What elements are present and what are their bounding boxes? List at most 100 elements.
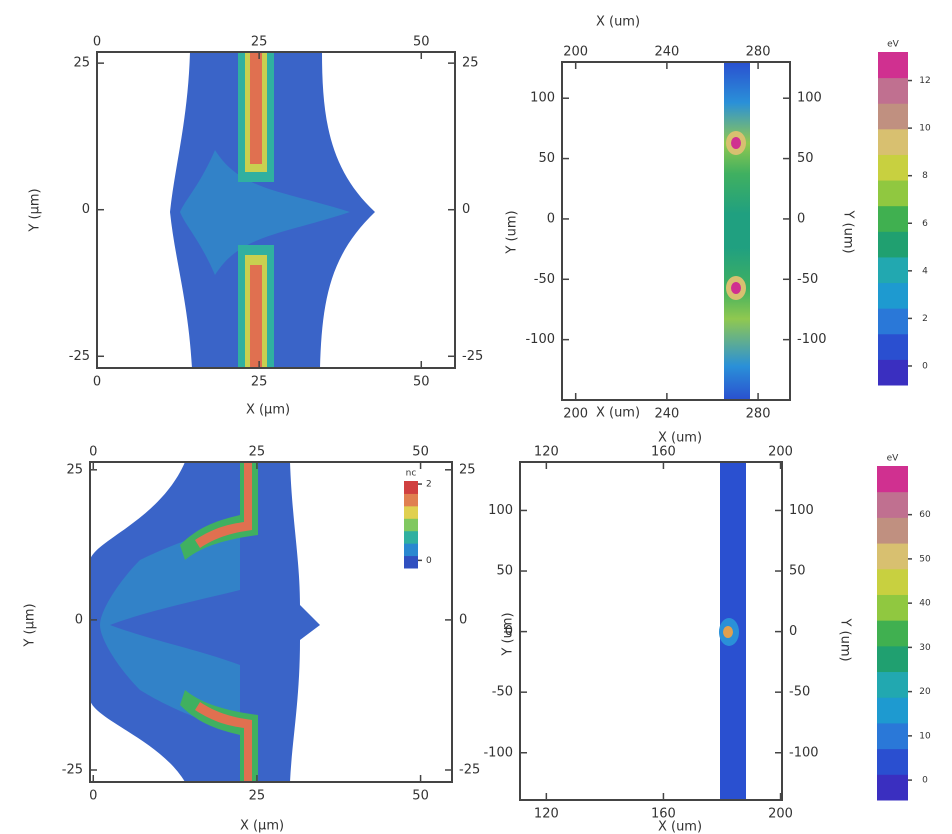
colorbar-tick-label: 40 xyxy=(919,599,931,609)
y-tick-label: 0 xyxy=(505,624,513,639)
x-tick-label: 240 xyxy=(654,407,679,422)
y-tick-label: -25 xyxy=(69,349,90,364)
y-tick-label: -25 xyxy=(459,762,480,777)
colorbar-tick-label: 20 xyxy=(919,687,931,697)
x-tick-label: 160 xyxy=(651,445,676,460)
y-tick-label: 0 xyxy=(75,612,83,627)
colorbar-band xyxy=(877,697,908,724)
x-axis-label: X (um) xyxy=(658,431,702,446)
colorbar-band xyxy=(404,493,418,507)
y-tick-label: -100 xyxy=(483,745,513,760)
colorbar-band xyxy=(878,52,908,79)
y-axis-label: Y (um) xyxy=(501,612,516,656)
y-tick-label: 25 xyxy=(462,56,479,71)
y-tick-label: 0 xyxy=(789,624,797,639)
colorbar-band xyxy=(878,359,908,386)
colorbar-band xyxy=(877,774,908,801)
x-axis-label: X (μm) xyxy=(246,403,290,418)
colorbar-band xyxy=(877,594,908,621)
colorbar-tick-label: 12 xyxy=(919,76,930,86)
x-axis-label: X (μm) xyxy=(240,819,284,834)
x-tick-label: 200 xyxy=(563,45,588,60)
colorbar-band xyxy=(878,154,908,181)
heatmap-image xyxy=(719,462,746,800)
colorbar-band xyxy=(877,491,908,518)
x-tick-label: 240 xyxy=(654,45,679,60)
y-tick-label: 25 xyxy=(459,462,476,477)
y-tick-label: 50 xyxy=(797,151,814,166)
y-tick-label: 50 xyxy=(496,564,513,579)
colorbar-label: eV xyxy=(887,454,900,464)
x-tick-label: 200 xyxy=(768,807,793,822)
colorbar-band xyxy=(878,128,908,155)
colorbar-band xyxy=(404,518,418,532)
colorbar-band xyxy=(877,466,908,493)
plot-frame xyxy=(561,61,791,401)
colorbar-tick-label: 10 xyxy=(919,124,931,134)
colorbar-band xyxy=(878,180,908,207)
colorbar-tick-label: 2 xyxy=(426,480,432,490)
y-tick-label: 50 xyxy=(789,564,806,579)
y-axis-label: Y (um) xyxy=(505,210,520,254)
y-tick-label: 0 xyxy=(797,211,805,226)
x-tick-label: 200 xyxy=(563,407,588,422)
colorbar-band xyxy=(404,505,418,519)
y-tick-label: -100 xyxy=(797,332,827,347)
colorbar-band xyxy=(878,103,908,130)
colorbar-tick-label: 0 xyxy=(426,556,432,566)
y-tick-label: -100 xyxy=(789,745,819,760)
colorbar-label: nc xyxy=(406,469,417,479)
x-tick-label: 50 xyxy=(413,375,430,390)
colorbar-band xyxy=(877,620,908,647)
colorbar-band xyxy=(877,748,908,775)
colorbar-band xyxy=(404,543,418,557)
x-tick-label: 0 xyxy=(89,789,97,804)
colorbar-band xyxy=(404,555,418,569)
colorbar-band xyxy=(877,517,908,544)
x-tick-label: 0 xyxy=(93,35,101,50)
colorbar-band xyxy=(877,543,908,570)
x-axis-label: X (um) xyxy=(596,406,640,421)
plot-frame xyxy=(89,461,453,783)
colorbar-tick-label: 30 xyxy=(919,643,931,653)
y-axis-label: Y (um) xyxy=(841,209,856,253)
x-tick-label: 50 xyxy=(412,445,429,460)
colorbar-tick-label: 50 xyxy=(919,554,931,564)
colorbar-tick-label: 8 xyxy=(922,171,928,181)
x-tick-label: 0 xyxy=(93,375,101,390)
colorbar-band xyxy=(404,481,418,494)
y-axis-label: Y (μm) xyxy=(23,603,38,647)
y-tick-label: -50 xyxy=(534,272,555,287)
colorbar-tick-label: 4 xyxy=(922,266,928,276)
colorbar-tick-label: 10 xyxy=(919,731,931,741)
x-tick-label: 280 xyxy=(746,407,771,422)
x-axis-label: X (um) xyxy=(596,15,640,30)
y-tick-label: -50 xyxy=(789,685,810,700)
heatmap-image xyxy=(170,52,375,368)
colorbar-band xyxy=(878,282,908,309)
y-tick-label: -50 xyxy=(492,685,513,700)
colorbar-tick-label: 2 xyxy=(922,314,928,324)
y-tick-label: 100 xyxy=(789,503,814,518)
colorbar-band xyxy=(877,568,908,595)
heatmap-image xyxy=(724,62,750,400)
colorbar-band xyxy=(878,231,908,258)
x-tick-label: 50 xyxy=(412,789,429,804)
colorbar-label: eV xyxy=(887,40,900,50)
y-tick-label: -100 xyxy=(525,332,555,347)
y-tick-label: 0 xyxy=(547,211,555,226)
x-tick-label: 25 xyxy=(249,789,266,804)
colorbar-band xyxy=(878,256,908,284)
colorbar-tick-label: 0 xyxy=(922,776,928,786)
y-tick-label: 25 xyxy=(73,56,90,71)
x-tick-label: 200 xyxy=(768,445,793,460)
x-tick-label: 160 xyxy=(651,807,676,822)
colorbar-tick-label: 6 xyxy=(922,219,928,229)
colorbar-band xyxy=(877,671,908,698)
y-tick-label: 100 xyxy=(797,91,822,106)
x-tick-label: 25 xyxy=(251,35,268,50)
x-tick-label: 0 xyxy=(89,445,97,460)
y-tick-label: 100 xyxy=(488,503,513,518)
y-tick-label: -25 xyxy=(62,762,83,777)
